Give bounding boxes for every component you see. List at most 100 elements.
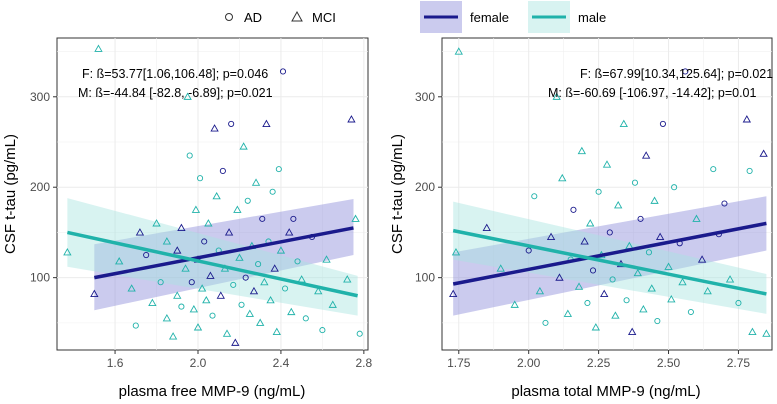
data-point-male-mci xyxy=(94,44,103,52)
legend-ad-marker xyxy=(225,13,233,21)
data-point-male-mci xyxy=(235,253,244,261)
data-point-female-mci xyxy=(580,237,589,245)
legend: AD MCI female male xyxy=(225,1,606,33)
data-point-male-mci xyxy=(173,291,182,299)
data-point-female-mci xyxy=(270,264,279,272)
x-tick-label: 2.0 xyxy=(190,356,207,370)
male-confidence-band xyxy=(453,201,767,314)
data-point-male-ad xyxy=(132,322,139,329)
gridlines xyxy=(57,38,368,350)
data-point-male-mci xyxy=(552,92,561,100)
data-point-male-mci xyxy=(197,284,207,292)
data-point-male-mci xyxy=(256,318,265,326)
data-point-male-mci xyxy=(664,262,673,270)
data-point-female-mci xyxy=(249,286,259,295)
data-point-male-ad xyxy=(710,166,717,173)
data-point-male-mci xyxy=(148,298,157,307)
data-point-male-mci xyxy=(614,200,623,209)
data-point-male-mci xyxy=(233,205,242,213)
data-point-female-ad xyxy=(242,274,249,281)
data-point-female-mci xyxy=(655,232,665,241)
data-point-male-mci xyxy=(574,282,584,290)
data-point-female-ad xyxy=(606,229,613,236)
data-point-female-ad xyxy=(570,206,577,213)
x-tick-label: 2.00 xyxy=(517,356,541,370)
male-regression-line xyxy=(452,228,767,296)
data-point-male-mci xyxy=(678,277,687,286)
data-point-male-ad xyxy=(356,330,363,337)
annotation-female: F: ß=53.77[1.06,106.48]; p=0.046 xyxy=(82,67,268,81)
data-point-female-mci xyxy=(627,327,637,335)
data-point-female-ad xyxy=(290,215,297,222)
x-tick-label: 1.75 xyxy=(447,356,471,370)
data-point-female-ad xyxy=(589,267,597,274)
female-regression-line xyxy=(452,221,767,286)
annotation-male: M: ß=-60.69 [-106.97, -14.42]; p=0.01 xyxy=(548,86,757,100)
data-point-male-ad xyxy=(209,312,216,319)
data-point-male-mci xyxy=(168,332,178,340)
data-point-male-mci xyxy=(563,309,573,317)
data-point-female-ad xyxy=(659,120,666,127)
data-point-female-mci xyxy=(177,223,186,231)
data-point-female-mci xyxy=(206,271,215,279)
data-point-male-mci xyxy=(692,214,701,222)
data-point-male-ad xyxy=(595,188,602,195)
data-point-female-mci xyxy=(449,289,458,297)
data-point-male-mci xyxy=(202,295,211,304)
annotation-male: M: ß=-44.84 [-82.8, -6.89]; p=0.021 xyxy=(78,86,273,100)
data-point-male-mci xyxy=(239,142,248,150)
data-point-male-mci xyxy=(276,246,286,254)
x-axis-label: plasma total MMP-9 (ng/mL) xyxy=(511,383,700,400)
data-point-male-mci xyxy=(577,146,587,155)
data-point-female-mci xyxy=(482,223,491,231)
data-point-male-mci xyxy=(451,248,461,256)
female-regression-line xyxy=(93,226,354,280)
legend-mci-label: MCI xyxy=(312,10,336,25)
data-point-male-mci xyxy=(611,311,620,319)
data-point-male-mci xyxy=(703,286,712,295)
data-point-male-mci xyxy=(343,275,352,283)
data-point-male-ad xyxy=(238,301,245,308)
data-point-female-mci xyxy=(216,291,225,299)
data-point-male-mci xyxy=(633,268,642,277)
y-tick-label: 300 xyxy=(30,90,50,104)
data-point-male-mci xyxy=(193,323,203,331)
data-point-male-ad xyxy=(623,297,630,304)
data-point-female-mci xyxy=(742,115,752,123)
data-point-male-mci xyxy=(127,284,136,292)
data-point-male-mci xyxy=(183,92,192,100)
data-point-male-ad xyxy=(542,319,549,326)
legend-female-label: female xyxy=(470,10,509,25)
data-point-male-ad xyxy=(645,249,652,256)
data-point-male-mci xyxy=(63,248,72,256)
data-point-female-mci xyxy=(224,228,234,236)
data-point-male-mci xyxy=(115,257,124,265)
data-point-male-mci xyxy=(152,219,161,227)
data-point-female-ad xyxy=(143,251,150,259)
data-point-male-ad xyxy=(609,276,616,283)
data-point-male-mci xyxy=(586,219,595,227)
data-point-male-ad xyxy=(186,152,193,159)
ci-bands xyxy=(453,196,767,316)
data-point-female-ad xyxy=(525,247,532,254)
panel-border xyxy=(56,37,369,351)
y-axis-label: CSF t-tau (pg/mL) xyxy=(2,134,19,254)
data-point-male-mci xyxy=(535,286,545,295)
data-point-male-mci xyxy=(650,196,659,204)
data-point-male-mci xyxy=(181,264,190,272)
data-point-female-mci xyxy=(600,289,609,297)
data-point-male-mci xyxy=(496,264,505,272)
x-tick-label: 2.50 xyxy=(657,356,681,370)
data-point-male-mci xyxy=(351,214,360,222)
data-point-female-ad xyxy=(228,120,235,127)
data-point-male-ad xyxy=(671,184,678,191)
data-point-male-ad xyxy=(319,327,326,334)
y-tick-label: 300 xyxy=(415,90,435,104)
data-point-male-ad xyxy=(178,303,185,310)
data-point-female-ad xyxy=(201,238,208,245)
data-point-male-ad xyxy=(531,193,538,200)
x-tick-label: 2.75 xyxy=(727,356,751,370)
data-point-male-ad xyxy=(294,258,301,265)
data-point-male-mci xyxy=(245,309,254,317)
